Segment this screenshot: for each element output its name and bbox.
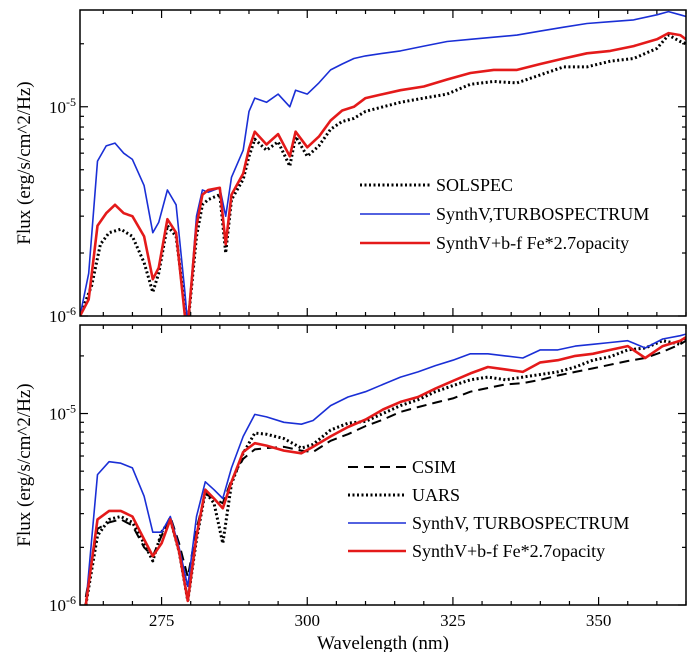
series-line-1-1: [80, 33, 686, 316]
series-line-1-3: [80, 31, 686, 316]
legend-label: UARS: [412, 485, 460, 505]
x-tick-label: 350: [586, 611, 612, 630]
series-line-2-3: [85, 333, 686, 605]
legend-label: SOLSPEC: [436, 175, 513, 195]
series-line-2-2: [84, 336, 686, 605]
legend-label: CSIM: [412, 457, 456, 477]
chart-panel-1: 10-6 10-5 Flux (erg/s/cm^2/Hz) SOLSPEC Synth…: [14, 9, 687, 326]
y-tick-label: 10-6: [49, 304, 76, 326]
y-axis-label: Flux (erg/s/cm^2/Hz): [14, 81, 35, 244]
series-line-2-4: [84, 336, 686, 605]
legend-label: SynthV,TURBOSPECTRUM: [436, 204, 649, 224]
plot-frame: [79, 324, 687, 606]
x-tick-label: 325: [440, 611, 466, 630]
series-line-1-2: [80, 10, 686, 316]
chart-panel-2: 10-6 10-5 275 300 325 350 Flux (erg/s/cm^2/Hz)…: [14, 324, 687, 652]
y-axis-label: Flux (erg/s/cm^2/Hz): [14, 383, 35, 546]
legend: SOLSPEC SynthV,TURBOSPECTRUM SynthV+b-f Fe…: [360, 175, 649, 253]
legend-label: SynthV+b-f Fe*2.7opacity: [436, 233, 629, 253]
legend: CSIM UARS SynthV, TURBOSPECTRUM SynthV+b-f …: [348, 457, 629, 561]
y-tick-label: 10-5: [49, 402, 76, 424]
x-tick-label: 275: [149, 611, 175, 630]
y-tick-label: 10-6: [49, 593, 76, 615]
legend-label: SynthV+b-f Fe*2.7opacity: [412, 541, 605, 561]
x-axis-label: Wavelength (nm): [317, 633, 449, 652]
x-tick-label: 300: [295, 611, 321, 630]
y-tick-label: 10-5: [49, 95, 76, 117]
plot-frame: [79, 9, 687, 317]
series-line-2-1: [84, 339, 686, 598]
legend-label: SynthV, TURBOSPECTRUM: [412, 513, 629, 533]
